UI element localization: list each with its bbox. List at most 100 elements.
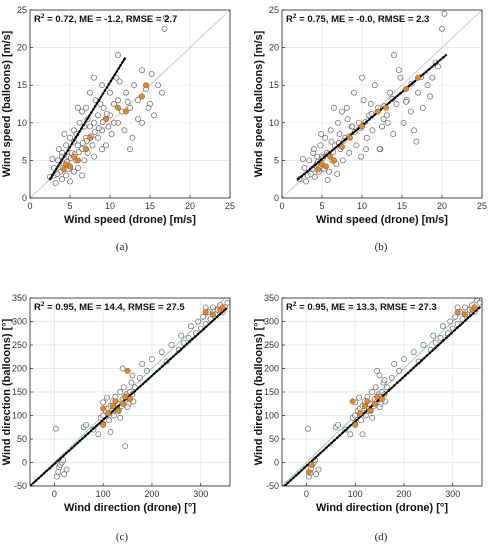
panel-d-ytick-label-3: 100 xyxy=(264,411,279,421)
panel-c-point-open-68 xyxy=(180,339,187,346)
panel-d-point-open-7 xyxy=(304,425,311,432)
panel-c-point-open-5 xyxy=(60,457,67,464)
panel-b-point-open-59 xyxy=(324,177,331,183)
panel-d-xtick-label-1: 100 xyxy=(348,489,363,499)
panel-a-point-open-96 xyxy=(91,128,98,135)
panel-c-point-open-72 xyxy=(117,414,124,421)
panel-d-ytick-label-2: 50 xyxy=(269,434,279,444)
panel-d-point-filled-7 xyxy=(371,400,378,407)
panel-a-point-open-47 xyxy=(123,89,129,96)
panel-c-point-filled-3 xyxy=(112,398,119,405)
panel-b-point-open-61 xyxy=(318,131,325,138)
panel-c-point-open-27 xyxy=(117,389,124,395)
panel-c-xtick-label-1: 100 xyxy=(96,489,111,499)
panel-d-ylabel: Wind direction (balloons) [°] xyxy=(253,318,265,465)
panel-b-point-open-34 xyxy=(371,82,378,89)
panel-a-point-open-68 xyxy=(61,131,68,138)
panel-b-point-open-40 xyxy=(390,131,397,138)
panel-a-point-filled-9 xyxy=(123,108,129,115)
panel-b-stats-r: R xyxy=(286,14,293,25)
panel-d-point-open-74 xyxy=(359,431,366,438)
panel-c-point-filled-7 xyxy=(124,367,131,374)
panel-c-ytick-label-6: 250 xyxy=(12,340,27,350)
panel-c-point-open-36 xyxy=(128,379,135,386)
panel-d-point-open-12 xyxy=(347,431,354,438)
panel-a-point-open-23 xyxy=(83,104,89,111)
panel-d-ytick-label-8: 350 xyxy=(264,293,279,303)
panel-b-point-open-1 xyxy=(301,164,308,171)
panel-b-point-open-77 xyxy=(427,93,433,100)
panel-d-point-open-66 xyxy=(396,367,403,374)
panel-a-point-open-19 xyxy=(76,119,83,126)
panel-a-xtick-label-2: 10 xyxy=(105,201,115,211)
panel-c-point-open-58 xyxy=(209,304,216,311)
panel-c-stats-r: R xyxy=(34,302,41,313)
panel-c-ytick-label-7: 300 xyxy=(12,317,27,327)
panel-b-point-open-41 xyxy=(393,101,400,107)
panel-b-stats: R2 = 0.75, ME = -0.0, RMSE = 2.3 xyxy=(286,13,429,25)
panel-b-point-open-50 xyxy=(429,74,436,81)
panel-a-point-filled-8 xyxy=(115,104,121,111)
panel-b-xtick-label-5: 25 xyxy=(477,201,487,211)
panel-a-point-open-21 xyxy=(81,157,88,164)
panel-a-point-open-26 xyxy=(87,89,93,96)
panel-a-point-open-44 xyxy=(115,97,121,104)
panel-b-point-open-14 xyxy=(326,168,333,175)
panel-a-ytick-label-1: 5 xyxy=(22,155,27,165)
panel-c-point-open-70 xyxy=(100,399,107,406)
panel-b-point-open-48 xyxy=(419,104,426,111)
panel-b-point-open-63 xyxy=(331,104,337,111)
panel-a-point-open-99 xyxy=(103,110,110,117)
panel-d-point-open-10 xyxy=(335,421,342,428)
panel-a-ytick-label-5: 25 xyxy=(17,5,27,15)
panel-a-point-open-71 xyxy=(99,146,105,153)
panel-c-point-open-45 xyxy=(158,349,165,355)
panel-a-point-open-59 xyxy=(161,25,168,32)
panel-c-stats: R2 = 0.95, ME = 14.4, RMSE = 27.5 xyxy=(34,301,185,313)
panel-d-xtick-label-3: 300 xyxy=(445,489,460,499)
panel-a-point-filled-3 xyxy=(71,153,77,160)
panel-c-ytick-label-0: -50 xyxy=(14,481,27,491)
panel-a-point-open-86 xyxy=(49,155,56,162)
panel-a-point-open-8 xyxy=(63,172,69,179)
panel-d-point-open-49 xyxy=(437,335,444,341)
panel-d-point-open-44 xyxy=(401,356,407,363)
panel-a-point-open-41 xyxy=(111,101,117,107)
panel-a-point-open-25 xyxy=(87,123,93,130)
panel-d-point-open-45 xyxy=(410,349,417,355)
panel-d-point-filled-10 xyxy=(352,421,359,428)
panel-b-point-open-28 xyxy=(355,119,362,126)
panel-d-point-open-50 xyxy=(440,323,446,330)
panel-d-ytick-label-4: 150 xyxy=(264,387,279,397)
panel-d-xlabel: Wind direction (drone) [°] xyxy=(316,502,448,514)
panel-b-point-open-33 xyxy=(369,127,376,134)
panel-a-point-open-84 xyxy=(145,104,152,111)
panel-d-point-filled-9 xyxy=(379,396,385,402)
panel-a-point-open-51 xyxy=(135,97,141,104)
panel-b-point-filled-3 xyxy=(327,153,333,160)
panel-a-point-filled-2 xyxy=(67,163,73,170)
panel-a-xtick-label-0: 0 xyxy=(27,201,32,211)
panel-d-ytick-label-6: 250 xyxy=(264,340,279,350)
panel-b-point-open-75 xyxy=(384,119,391,126)
panel-b-ylabel: Wind speed (balloons) [m/s] xyxy=(253,30,265,177)
panel-a-point-open-29 xyxy=(91,153,97,160)
panel-d-point-open-30 xyxy=(372,384,379,391)
panel-d-point-open-8 xyxy=(315,466,322,473)
panel-a-ylabel: Wind speed (balloons) [m/s] xyxy=(1,30,13,177)
panel-a-point-open-32 xyxy=(95,112,101,119)
panel-b-ytick-label-4: 20 xyxy=(269,43,279,53)
panel-b-point-open-2 xyxy=(303,178,309,185)
panel-c-ytick-label-3: 100 xyxy=(12,411,27,421)
panel-b-point-filled-4 xyxy=(331,157,337,164)
panel-b-point-open-73 xyxy=(367,101,374,107)
panel-c-point-open-49 xyxy=(185,335,192,341)
panel-a-point-open-9 xyxy=(63,142,69,149)
panel-c-point-filled-13 xyxy=(219,304,226,311)
panel-b-point-open-72 xyxy=(349,123,356,130)
panel-b-point-open-21 xyxy=(339,157,346,164)
panel-c-point-open-52 xyxy=(195,318,202,325)
panel-a-ytick-label-2: 10 xyxy=(17,118,27,128)
panel-b-ytick-label-5: 25 xyxy=(269,5,279,15)
panel-b-point-open-9 xyxy=(317,142,324,149)
